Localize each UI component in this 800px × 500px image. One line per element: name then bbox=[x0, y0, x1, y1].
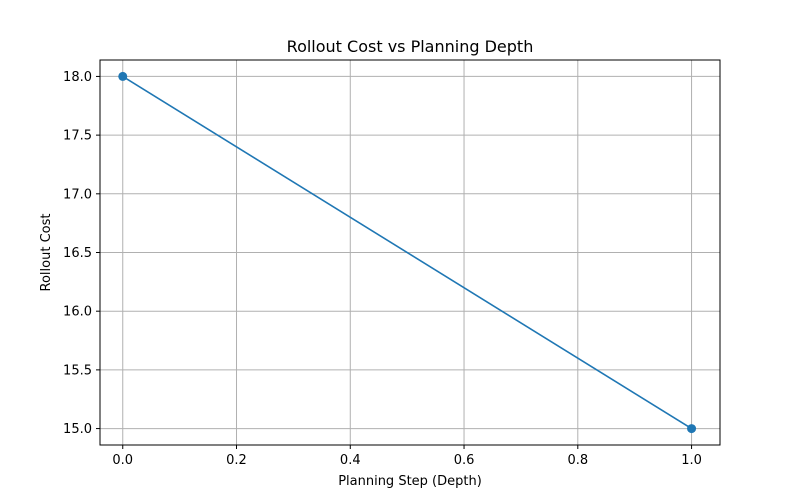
x-tick-label: 0.8 bbox=[567, 453, 588, 468]
y-tick-label: 17.0 bbox=[63, 187, 92, 202]
y-tick-label: 15.0 bbox=[63, 422, 92, 437]
series-line bbox=[122, 75, 692, 430]
data-point bbox=[687, 424, 697, 434]
x-tick-label: 0.0 bbox=[112, 453, 133, 468]
y-tick-label: 18.0 bbox=[63, 70, 92, 85]
y-axis-label: Rollout Cost bbox=[39, 214, 54, 292]
y-tick-label: 15.5 bbox=[63, 363, 92, 378]
x-tick-label: 1.0 bbox=[681, 453, 702, 468]
x-tick-label: 0.2 bbox=[226, 453, 247, 468]
chart-title: Rollout Cost vs Planning Depth bbox=[287, 37, 534, 56]
y-tick-label: 16.5 bbox=[63, 246, 92, 261]
grid bbox=[100, 60, 720, 445]
x-tick-label: 0.4 bbox=[340, 453, 361, 468]
data-point bbox=[118, 71, 128, 81]
series-layer bbox=[118, 71, 697, 434]
y-tick-label: 16.0 bbox=[63, 305, 92, 320]
x-tick-label: 0.6 bbox=[454, 453, 475, 468]
y-tick-label: 17.5 bbox=[63, 129, 92, 144]
x-axis-label: Planning Step (Depth) bbox=[338, 474, 482, 489]
ticks: 0.0 0.2 0.4 0.6 0.8 1.0 15.0 15.5 16.0 16.5 17.0 17… bbox=[63, 70, 702, 468]
